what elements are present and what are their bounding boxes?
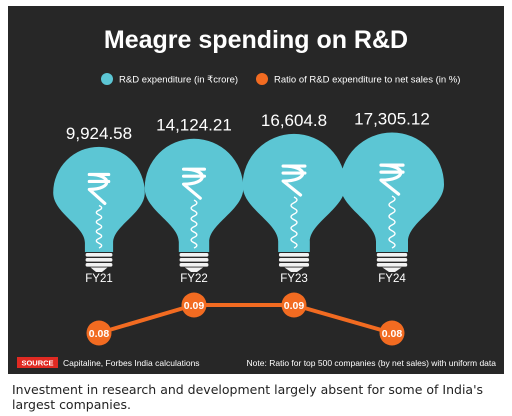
category-label: FY24 <box>378 273 406 285</box>
bulb-base-tip <box>382 267 402 272</box>
rupee-icon <box>281 164 307 197</box>
ratio-line <box>98 303 393 335</box>
bulb-base-thread <box>179 253 209 257</box>
bulb-base-thread <box>85 258 113 262</box>
bulb-filament <box>290 196 298 249</box>
bulb-base-thread <box>179 263 209 267</box>
bulb-base-thread <box>85 253 113 257</box>
bulb-filament <box>388 195 396 249</box>
bulb-base-tip <box>284 267 304 272</box>
infographic-card: Meagre spending on R&D R&D expenditure (… <box>8 6 504 374</box>
figure-caption: Investment in research and development l… <box>12 382 484 412</box>
bulb-base-thread <box>278 258 310 262</box>
chart-title: Meagre spending on R&D <box>104 26 408 54</box>
legend-label-ratio: Ratio of R&D expenditure to net sales (i… <box>274 75 460 86</box>
bulb-filament <box>190 199 198 249</box>
chart-canvas: Meagre spending on R&D R&D expenditure (… <box>17 26 496 368</box>
category-label: FY23 <box>280 273 308 285</box>
bulb-series: 9,924.58 FY21 14,124.21 FY22 16,604.8 FY23 17,… <box>53 110 445 285</box>
bulb-value-label: 17,305.12 <box>354 110 430 129</box>
bulb-FY22: 14,124.21 FY22 <box>144 116 244 285</box>
ratio-point <box>379 320 405 346</box>
category-label: FY21 <box>85 273 113 285</box>
bulb-value-label: 16,604.8 <box>261 111 327 130</box>
rupee-icon <box>87 172 111 206</box>
bulb-base-thread <box>376 253 408 257</box>
bulb-glass <box>242 133 346 252</box>
ratio-point-label: 0.08 <box>89 328 110 340</box>
bulb-base-thread <box>376 263 408 267</box>
bulb-glass <box>340 132 445 252</box>
legend-label-expenditure: R&D expenditure (in ₹crore) <box>119 75 238 86</box>
ratio-point-label: 0.09 <box>184 300 205 312</box>
bulb-FY23: 16,604.8 FY23 <box>242 111 346 285</box>
ratio-series: 0.08 0.09 0.09 0.08 <box>86 292 405 346</box>
ratio-point-label: 0.09 <box>284 300 305 312</box>
legend: R&D expenditure (in ₹crore) Ratio of R&D… <box>101 73 460 86</box>
bulb-FY24: 17,305.12 FY24 <box>340 110 445 285</box>
bulb-base-tip <box>90 267 108 272</box>
legend-bulb-swatch <box>101 73 113 85</box>
bulb-base-thread <box>278 263 310 267</box>
bulb-base-thread <box>179 258 209 262</box>
bulb-base-tip <box>184 267 204 272</box>
footer: SOURCE Capitaline, Forbes India calculat… <box>17 357 496 368</box>
ratio-point <box>181 292 207 318</box>
bulb-base-thread <box>85 263 113 267</box>
ratio-point <box>86 320 112 346</box>
bulb-value-label: 14,124.21 <box>156 116 232 135</box>
bulb-base-thread <box>376 258 408 262</box>
ratio-point-label: 0.08 <box>382 328 403 340</box>
category-label: FY22 <box>180 273 208 285</box>
rupee-icon <box>379 163 405 196</box>
ratio-point <box>281 292 307 318</box>
bulb-filament <box>95 204 103 249</box>
source-text: Capitaline, Forbes India calculations <box>63 358 200 368</box>
bulb-base-thread <box>278 253 310 257</box>
legend-line-swatch <box>256 73 268 85</box>
footnote: Note: Ratio for top 500 companies (by ne… <box>247 358 497 368</box>
rupee-icon <box>181 167 207 200</box>
source-tag: SOURCE <box>21 359 53 368</box>
bulb-glass <box>144 138 244 252</box>
bulb-value-label: 9,924.58 <box>66 124 132 143</box>
source-tag-bg <box>17 357 58 368</box>
bulb-FY21: 9,924.58 FY21 <box>53 124 145 285</box>
